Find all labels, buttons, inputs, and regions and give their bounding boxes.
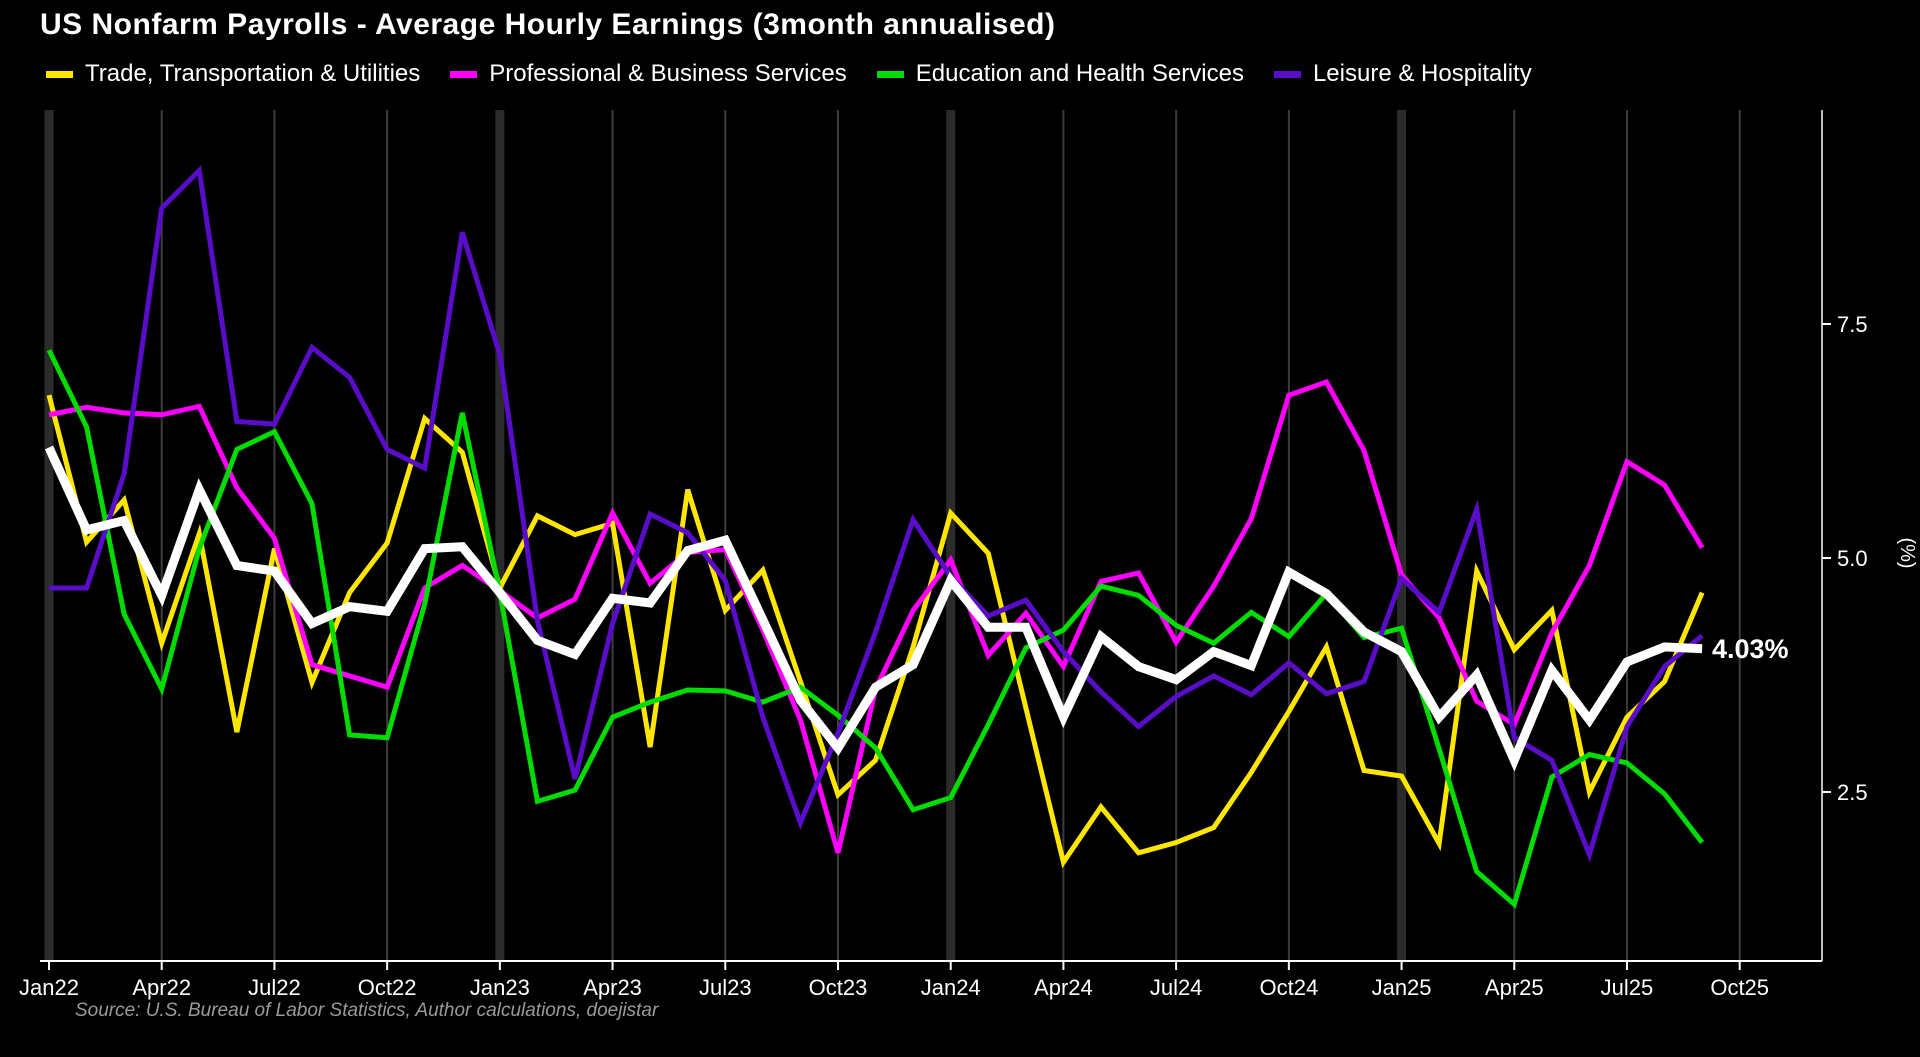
series-line-trade-transportation-utilities (46, 394, 1705, 869)
series-line-education-and-health-services (46, 349, 1705, 909)
series-line-professional-business-services (48, 378, 1705, 854)
x-tick-label: Jan22 (19, 975, 79, 1000)
legend-swatch-education-icon (876, 70, 904, 78)
x-tick-label: Jul25 (1601, 975, 1654, 1000)
x-tick-label: Apr22 (132, 975, 191, 1000)
source-note: Source: U.S. Bureau of Labor Statistics,… (75, 1000, 659, 1021)
x-tick-label: Jul24 (1150, 975, 1203, 1000)
x-tick-label: Jan25 (1372, 975, 1432, 1000)
legend-label: Professional & Business Services (489, 60, 847, 87)
x-tick-label: Jul22 (248, 975, 301, 1000)
x-tick-label: Jul23 (699, 975, 752, 1000)
x-tick-label: Oct24 (1259, 975, 1318, 1000)
legend-item-leisure: Leisure & Hospitality (1273, 60, 1532, 88)
y-tick-label: 7.5 (1837, 312, 1868, 337)
y-tick-label: 5.0 (1837, 546, 1868, 571)
series-line-leisure-hospitality (49, 165, 1704, 863)
x-tick-label: Jan24 (921, 975, 981, 1000)
x-tick-label: Apr25 (1485, 975, 1544, 1000)
legend-item-trade: Trade, Transportation & Utilities (46, 60, 420, 88)
series-line-overall-white-line (44, 445, 1703, 772)
x-tick-label: Apr24 (1034, 975, 1093, 1000)
legend-swatch-trade-icon (46, 70, 73, 78)
legend-label: Leisure & Hospitality (1312, 60, 1532, 87)
x-tick-label: Jan23 (470, 975, 530, 1000)
x-tick-label: Oct22 (358, 975, 417, 1000)
x-tick-label: Oct23 (809, 975, 868, 1000)
x-tick-label: Oct25 (1710, 975, 1769, 1000)
x-tick-label: Apr23 (583, 975, 642, 1000)
y-axis-unit-label: (%) (1896, 537, 1918, 568)
chart-title: US Nonfarm Payrolls - Average Hourly Ear… (40, 8, 1056, 41)
latest-value-annotation: 4.03% (1712, 634, 1789, 664)
legend-item-education: Education and Health Services (876, 60, 1244, 88)
legend-label: Trade, Transportation & Utilities (85, 60, 421, 87)
y-tick-label: 2.5 (1837, 780, 1868, 805)
legend-swatch-leisure-icon (1273, 70, 1301, 78)
legend-item-professional: Professional & Business Services (450, 60, 847, 88)
legend-label: Education and Health Services (915, 60, 1244, 87)
legend: Trade, Transportation & Utilities Profes… (46, 60, 1532, 88)
legend-swatch-professional-icon (450, 70, 478, 78)
